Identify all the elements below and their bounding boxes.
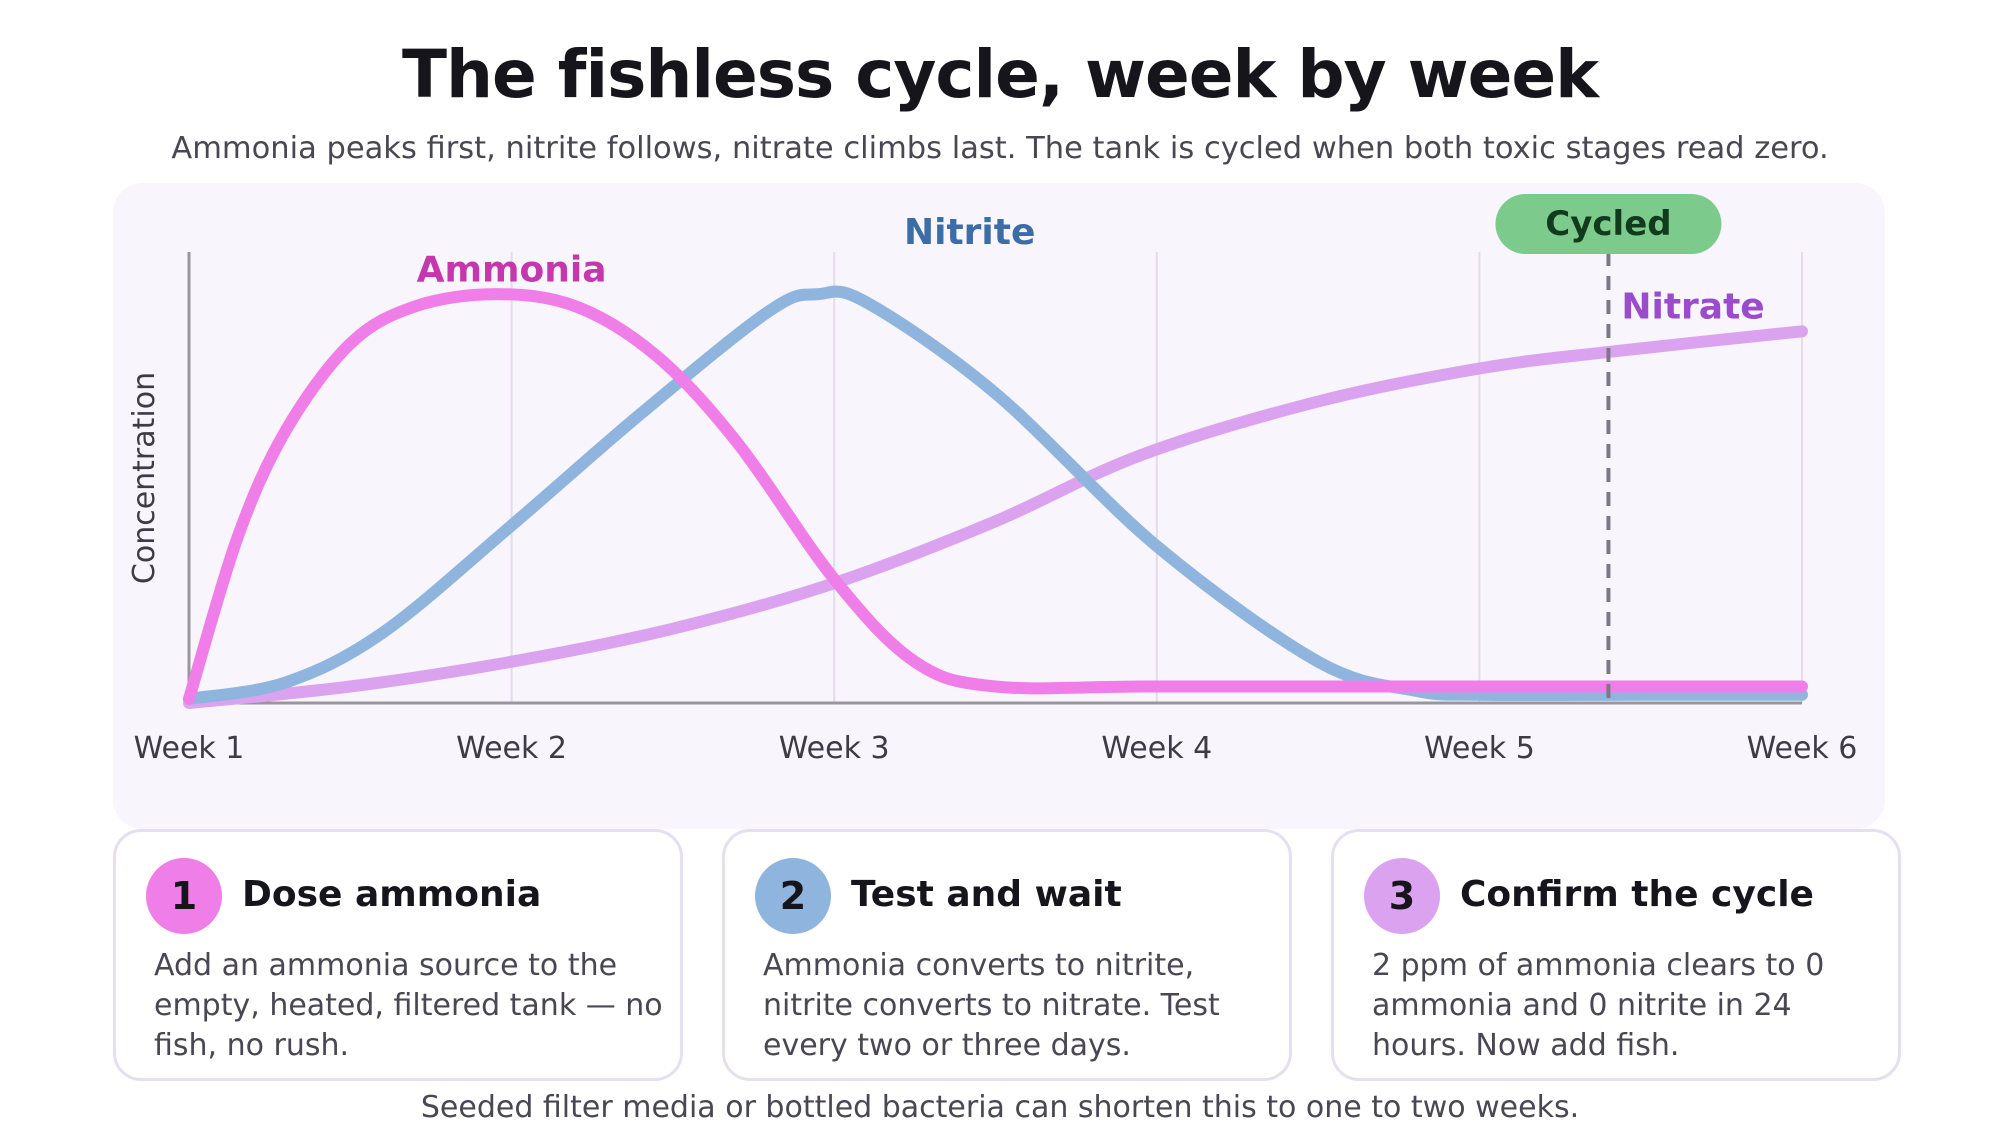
- x-tick-label: Week 6: [1747, 731, 1858, 766]
- step-card-1: 1 Dose ammonia Add an ammonia source to …: [113, 829, 683, 1081]
- step-description: Add an ammonia source to the empty, heat…: [154, 948, 663, 1063]
- step-title: Test and wait: [851, 874, 1122, 915]
- series-label-nitrite: Nitrite: [904, 212, 1035, 253]
- page-subtitle: Ammonia peaks first, nitrite follows, ni…: [171, 131, 1829, 166]
- cycled-badge-label: Cycled: [1545, 204, 1671, 244]
- chart-panel: [113, 183, 1885, 829]
- step-card-3: 3 Confirm the cycle 2 ppm of ammonia cle…: [1331, 829, 1901, 1081]
- cycled-badge: [1495, 194, 1722, 254]
- page-title: The fishless cycle, week by week: [402, 36, 1599, 113]
- series-label-nitrate: Nitrate: [1621, 287, 1764, 328]
- x-tick-label: Week 5: [1424, 731, 1535, 766]
- series-label-ammonia: Ammonia: [417, 249, 607, 290]
- footnote: Seeded filter media or bottled bacteria …: [420, 1090, 1580, 1125]
- x-tick-label: Week 4: [1101, 731, 1212, 766]
- step-title: Dose ammonia: [242, 874, 542, 915]
- step-number-badge: 1: [146, 858, 222, 934]
- series-line-ammonia: [183, 288, 1808, 705]
- series-line-nitrate: [183, 325, 1808, 709]
- x-tick-label: Week 1: [134, 731, 245, 766]
- step-number-badge: 3: [1364, 858, 1440, 934]
- x-tick-label: Week 2: [456, 731, 567, 766]
- step-card-2: 2 Test and wait Ammonia converts to nitr…: [722, 829, 1292, 1081]
- step-title: Confirm the cycle: [1460, 874, 1814, 915]
- step-number-badge: 2: [755, 858, 831, 934]
- step-description: 2 ppm of ammonia clears to 0 ammonia and…: [1372, 948, 1825, 1063]
- y-axis-label: Concentration: [127, 372, 162, 584]
- x-tick-label: Week 3: [779, 731, 890, 766]
- step-description: Ammonia converts to nitrite, nitrite con…: [763, 948, 1220, 1063]
- series-line-nitrite: [183, 285, 1808, 705]
